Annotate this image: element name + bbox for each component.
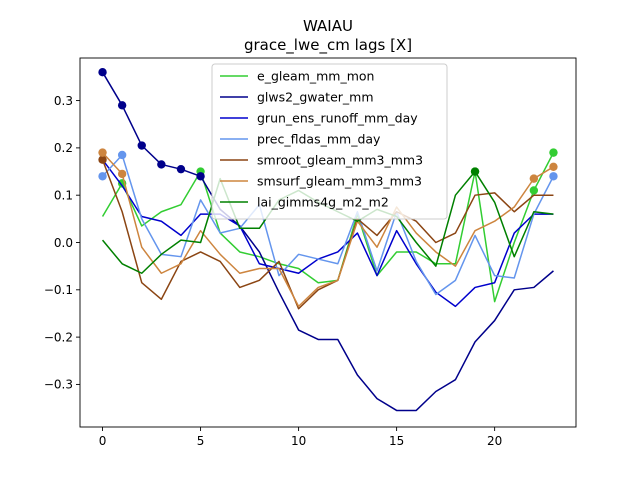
data-point-glws2_gwater_mm-1 [117,101,127,110]
data-point-prec_fldas_mm_day-2 [549,172,558,181]
y-tick-label-2: −0.1 [44,283,73,297]
axes-layer: 0 5 10 15 20 −0.3 −0.2 −0.1 0.0 0.1 0.2 0.3 [44,57,577,448]
data-point-smsurf_gleam_mm3_mm3-3 [549,162,558,172]
y-tick-label-0: −0.3 [44,378,73,392]
data-point-glws2_gwater_mm-4 [176,164,186,174]
data-point-e_gleam_mm_mon-3 [529,186,539,195]
y-tick-label-5: 0.2 [54,141,73,155]
chart-subtitle: grace_lwe_cm lags [X] [244,36,412,55]
legend-label-grun_ens_runoff_mm_day: grun_ens_runoff_mm_day [257,111,418,126]
legend-label-smroot_gleam_mm3_mm3: smroot_gleam_mm3_mm3 [257,153,423,168]
data-point-smroot_gleam_mm3_mm3-0 [98,155,107,164]
chart-title: WAIAU [303,17,353,35]
legend-label-lai_gimms4g_m2_m2: lai_gimms4g_m2_m2 [257,195,389,210]
data-point-glws2_gwater_mm-5 [196,172,205,181]
series-line-grun_ens_runoff_mm_day [101,159,554,308]
data-point-prec_fldas_mm_day-1 [117,150,127,160]
data-point-glws2_gwater_mm-3 [157,160,166,169]
data-point-smsurf_gleam_mm3_mm3-2 [529,174,539,183]
data-point-e_gleam_mm_mon-4 [549,148,558,157]
x-tick-label-15: 15 [389,434,404,448]
data-point-glws2_gwater_mm-0 [98,67,107,77]
y-tick-label-4: 0.1 [54,188,73,202]
data-point-smsurf_gleam_mm3_mm3-1 [117,169,127,179]
legend-box [211,63,448,220]
x-tick-label-5: 5 [197,434,205,448]
series-line-prec_fldas_mm_day [101,154,555,296]
data-point-smsurf_gleam_mm3_mm3-0 [98,148,107,157]
data-point-glws2_gwater_mm-2 [137,141,146,150]
legend-label-prec_fldas_mm_day: prec_fldas_mm_day [257,132,381,147]
legend: e_gleam_mm_mon glws2_gwater_mm grun_ens_ru… [211,63,448,220]
legend-label-e_gleam_mm_mon: e_gleam_mm_mon [257,69,374,84]
y-tick-label-1: −0.2 [44,330,73,344]
x-tick-label-20: 20 [487,434,502,448]
legend-label-glws2_gwater_mm: glws2_gwater_mm [257,90,374,105]
series-line-e_gleam_mm_mon [101,152,555,303]
data-point-lai_gimms4g_m2_m2-0 [470,167,480,176]
legend-label-smsurf_gleam_mm3_mm3: smsurf_gleam_mm3_mm3 [257,174,422,189]
x-tick-label-0: 0 [99,434,107,448]
series-line-smroot_gleam_mm3_mm3 [101,159,554,310]
y-tick-label-3: 0.0 [54,236,73,250]
data-point-prec_fldas_mm_day-0 [98,172,107,181]
series-line-smsurf_gleam_mm3_mm3 [101,152,554,308]
y-tick-label-6: 0.3 [54,94,73,108]
x-tick-label-10: 10 [291,434,306,448]
